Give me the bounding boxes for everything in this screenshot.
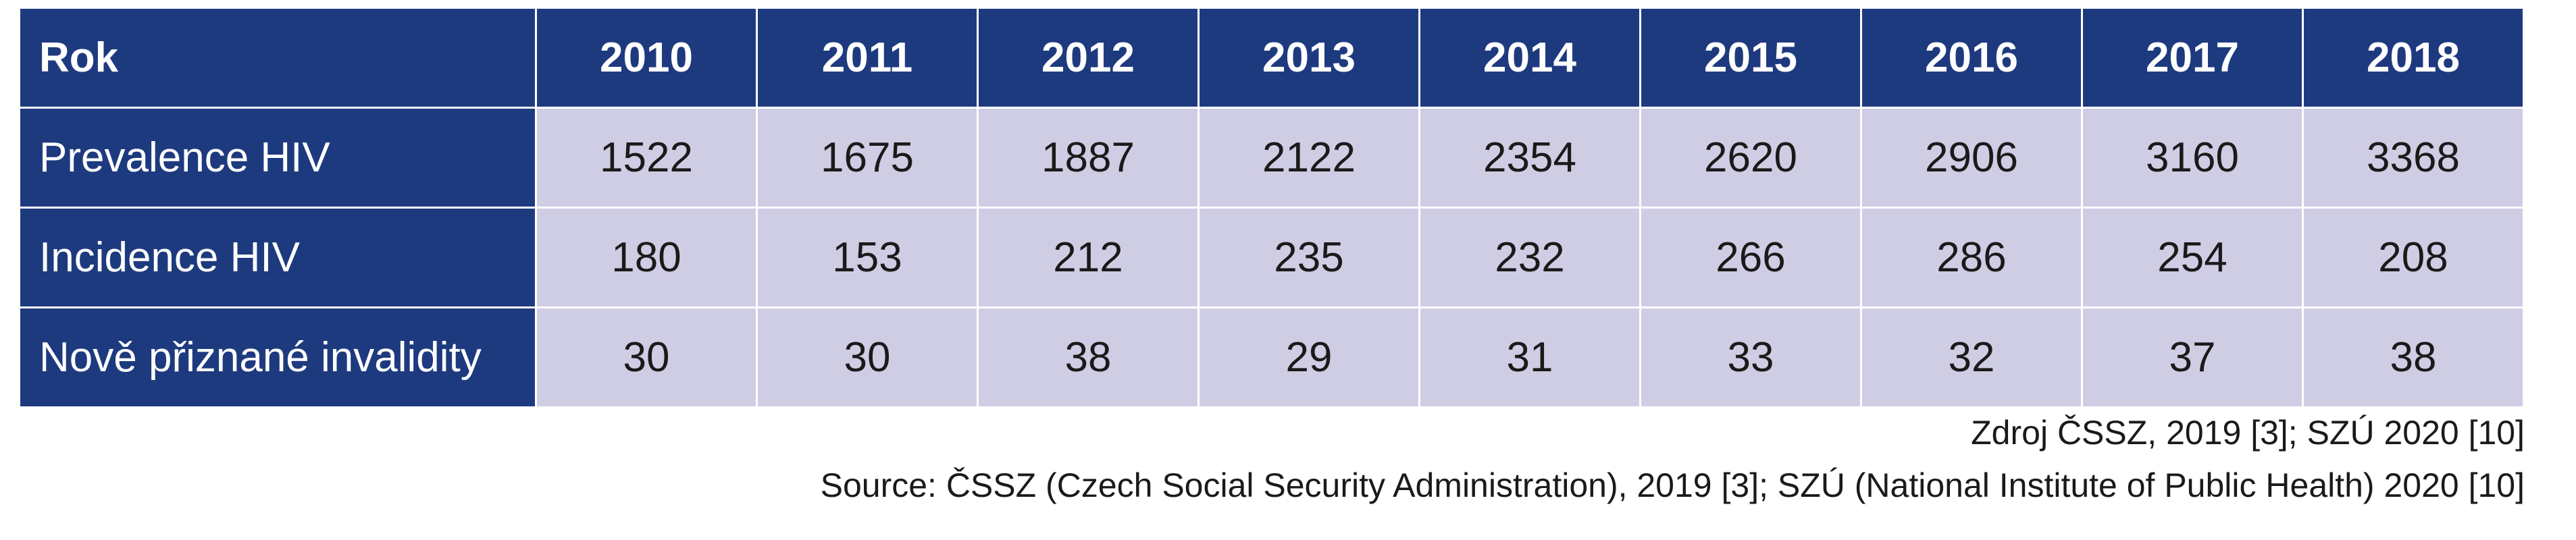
year-header: 2013: [1197, 7, 1420, 109]
year-header: 2012: [977, 7, 1200, 109]
table-cell: 254: [2081, 207, 2304, 308]
table-cell: 2620: [1639, 107, 1862, 209]
table-cell: 38: [977, 306, 1200, 408]
table-cell: 30: [756, 306, 979, 408]
table-cell: 153: [756, 207, 979, 308]
table-cell: 31: [1418, 306, 1641, 408]
table-cell: 266: [1639, 207, 1862, 308]
hiv-statistics-table-wrapper: Rok 2010 2011 2012 2013 2014 2015 2016 2…: [18, 7, 2525, 408]
table-row-prevalence: Prevalence HIV 1522 1675 1887 2122 2354 …: [18, 107, 2525, 209]
table-cell: 3368: [2302, 107, 2525, 209]
header-row: Rok 2010 2011 2012 2013 2014 2015 2016 2…: [18, 7, 2525, 109]
table-cell: 2122: [1197, 107, 1420, 209]
year-header: 2014: [1418, 7, 1641, 109]
year-header: 2011: [756, 7, 979, 109]
year-header: 2015: [1639, 7, 1862, 109]
table-row-incidence: Incidence HIV 180 153 212 235 232 266 28…: [18, 207, 2525, 308]
table-cell: 208: [2302, 207, 2525, 308]
table-cell: 212: [977, 207, 1200, 308]
table-cell: 33: [1639, 306, 1862, 408]
table-cell: 37: [2081, 306, 2304, 408]
hiv-statistics-table: Rok 2010 2011 2012 2013 2014 2015 2016 2…: [18, 7, 2525, 408]
source-note-english: Source: ČSSZ (Czech Social Security Admi…: [820, 466, 2525, 504]
header-label: Rok: [18, 7, 537, 109]
year-header: 2010: [535, 7, 758, 109]
table-cell: 3160: [2081, 107, 2304, 209]
table-row-invalidity: Nově přiznané invalidity 30 30 38 29 31 …: [18, 306, 2525, 408]
table-cell: 38: [2302, 306, 2525, 408]
table-cell: 30: [535, 306, 758, 408]
year-header: 2017: [2081, 7, 2304, 109]
table-cell: 1675: [756, 107, 979, 209]
table-cell: 235: [1197, 207, 1420, 308]
year-header: 2016: [1860, 7, 2083, 109]
year-header: 2018: [2302, 7, 2525, 109]
table-cell: 1522: [535, 107, 758, 209]
table-cell: 1887: [977, 107, 1200, 209]
row-label: Prevalence HIV: [18, 107, 537, 209]
source-note-czech: Zdroj ČSSZ, 2019 [3]; SZÚ 2020 [10]: [1971, 414, 2525, 452]
table-cell: 180: [535, 207, 758, 308]
table-cell: 32: [1860, 306, 2083, 408]
table-cell: 2906: [1860, 107, 2083, 209]
table-cell: 2354: [1418, 107, 1641, 209]
row-label: Incidence HIV: [18, 207, 537, 308]
table-cell: 29: [1197, 306, 1420, 408]
table-cell: 286: [1860, 207, 2083, 308]
table-cell: 232: [1418, 207, 1641, 308]
row-label: Nově přiznané invalidity: [18, 306, 537, 408]
